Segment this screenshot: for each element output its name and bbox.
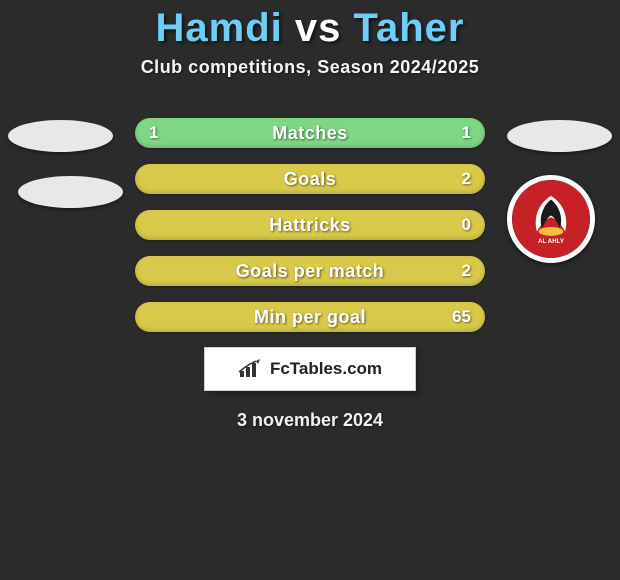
stat-bar: Goals 2 bbox=[135, 164, 485, 194]
stat-label: Goals bbox=[284, 169, 337, 190]
stat-label: Matches bbox=[272, 123, 348, 144]
comparison-title: Hamdi vs Taher bbox=[0, 0, 620, 51]
club-badge-text: AL AHLY bbox=[538, 238, 565, 245]
stat-right-value: 65 bbox=[452, 302, 471, 332]
stat-right-value: 2 bbox=[462, 164, 471, 194]
stat-right-value: 2 bbox=[462, 256, 471, 286]
date-line: 3 november 2024 bbox=[0, 410, 620, 431]
stat-right-value: 0 bbox=[462, 210, 471, 240]
brand-chart-icon bbox=[238, 359, 264, 379]
stat-bar: Min per goal 65 bbox=[135, 302, 485, 332]
stat-bar: Goals per match 2 bbox=[135, 256, 485, 286]
subtitle: Club competitions, Season 2024/2025 bbox=[0, 57, 620, 78]
stat-bar: 1 Matches 1 bbox=[135, 118, 485, 148]
player2-name: Taher bbox=[354, 6, 465, 50]
vs-word: vs bbox=[295, 6, 342, 50]
stat-bars: 1 Matches 1 Goals 2 Hattricks 0 Goals pe… bbox=[135, 118, 485, 332]
brand-box[interactable]: FcTables.com bbox=[205, 348, 415, 390]
player2-club-badge: AL AHLY bbox=[507, 175, 595, 263]
stat-label: Hattricks bbox=[269, 215, 351, 236]
stat-right-value: 1 bbox=[462, 118, 471, 148]
player1-name: Hamdi bbox=[156, 6, 283, 50]
player1-avatar-placeholder bbox=[8, 120, 113, 152]
player2-avatar-placeholder bbox=[507, 120, 612, 152]
brand-text: FcTables.com bbox=[270, 359, 382, 379]
stat-label: Min per goal bbox=[254, 307, 366, 328]
stat-left-value: 1 bbox=[149, 118, 158, 148]
player1-club-placeholder bbox=[18, 176, 123, 208]
club-badge-svg: AL AHLY bbox=[512, 180, 590, 258]
stat-bar: Hattricks 0 bbox=[135, 210, 485, 240]
stat-label: Goals per match bbox=[236, 261, 385, 282]
